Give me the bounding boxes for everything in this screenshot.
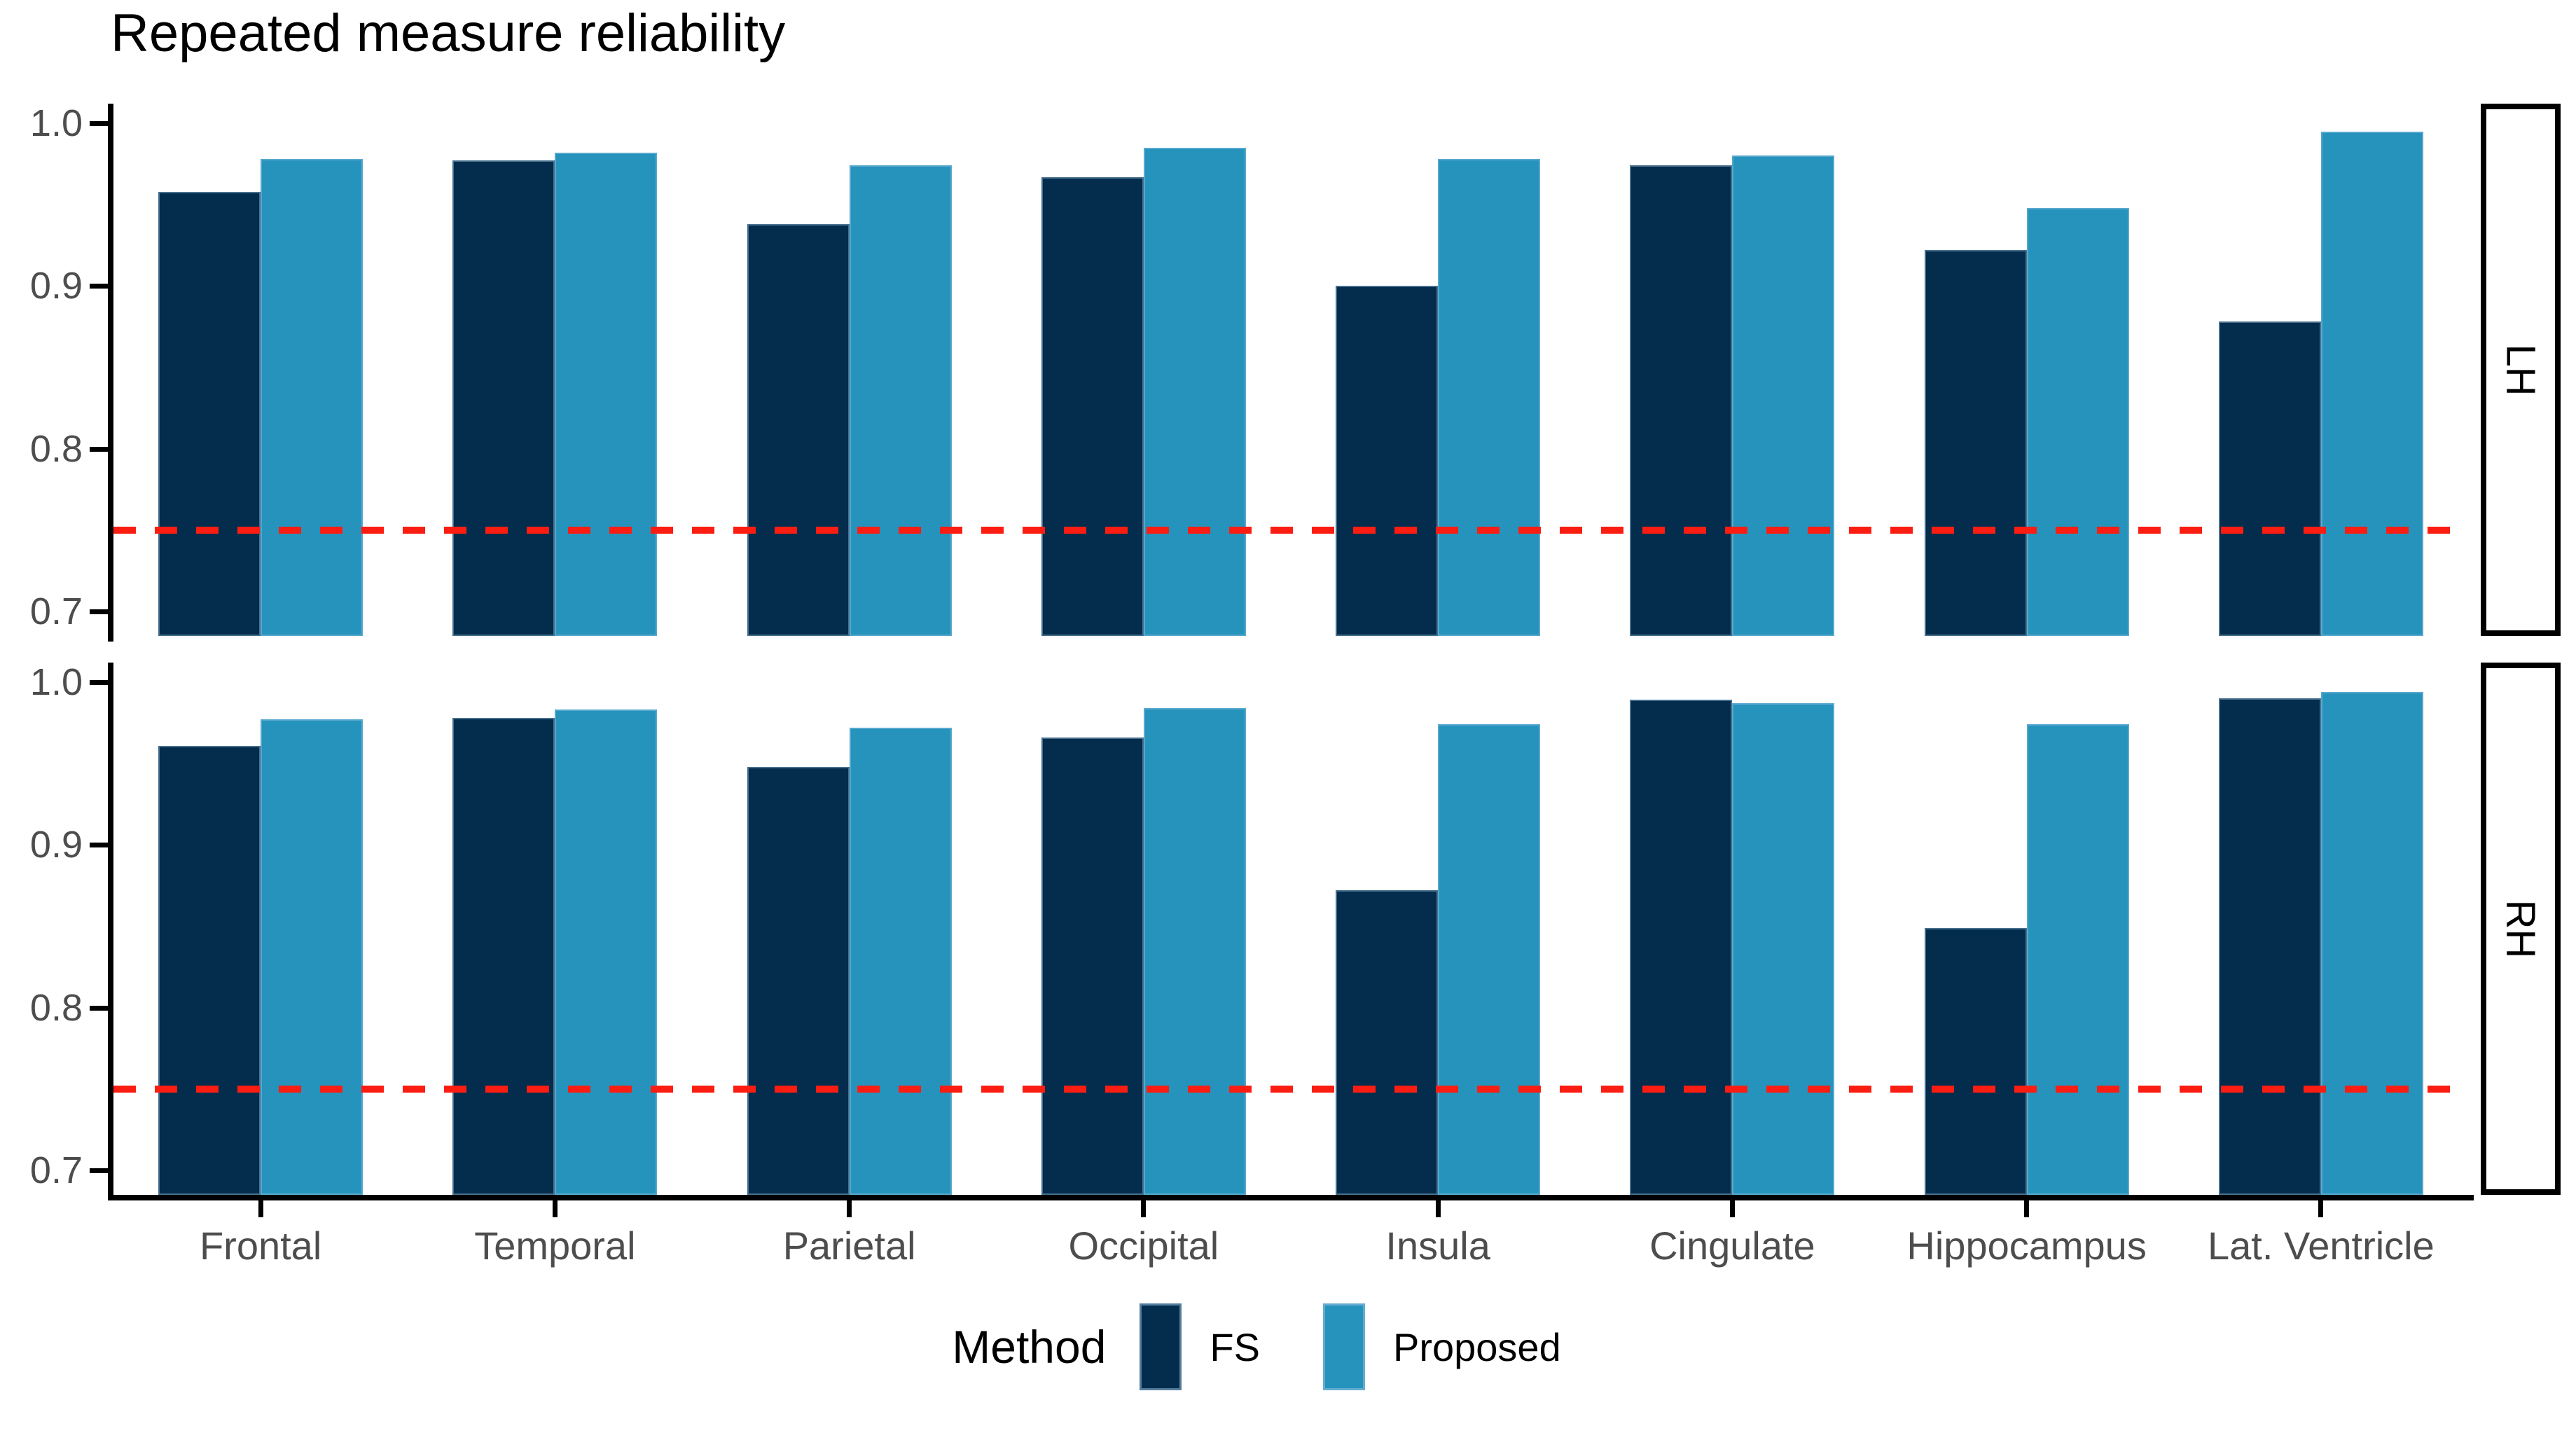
y-tick-mark [90, 843, 108, 848]
y-axis-line [108, 104, 113, 642]
bar-fs [2218, 321, 2321, 636]
bar-fs [1630, 165, 1733, 636]
bar-fs [452, 160, 555, 636]
bar-proposed [1438, 159, 1541, 636]
bar-fs [1924, 250, 2027, 636]
y-tick-label: 0.7 [29, 1149, 83, 1192]
x-tick-mark [1729, 1200, 1735, 1217]
facet-strip-label: LH [2498, 343, 2544, 396]
x-tick-mark [552, 1200, 558, 1217]
bar-fs [1336, 890, 1439, 1195]
y-tick-label: 1.0 [29, 660, 83, 703]
bar-fs [1041, 737, 1144, 1195]
bar-proposed [2026, 207, 2129, 636]
reference-line [113, 526, 2468, 534]
x-tick-mark [258, 1200, 263, 1217]
bar-fs [158, 191, 261, 636]
bar-proposed [849, 165, 952, 636]
bar-fs [1041, 176, 1144, 636]
legend-item-label: Proposed [1392, 1324, 1561, 1369]
bar-proposed [2320, 131, 2423, 636]
bar-fs [1630, 700, 1733, 1195]
y-tick-label: 0.8 [29, 986, 83, 1029]
x-tick-mark [2318, 1200, 2324, 1217]
legend-item-fs: FS [1140, 1303, 1260, 1390]
bar-proposed [555, 152, 658, 636]
facet-strip: LH [2481, 104, 2561, 636]
legend-swatch-proposed [1322, 1303, 1365, 1390]
bar-proposed [555, 709, 658, 1195]
y-tick-mark [90, 1005, 108, 1011]
y-tick-label: 0.8 [29, 427, 83, 470]
bar-proposed [2026, 724, 2129, 1195]
y-tick-mark [90, 446, 108, 452]
y-tick-label: 0.9 [29, 265, 83, 307]
y-axis-line [108, 663, 113, 1200]
bar-fs [452, 718, 555, 1195]
bar-proposed [849, 727, 952, 1195]
bar-proposed [261, 719, 363, 1195]
x-tick-label: Insula [1385, 1224, 1490, 1268]
bar-fs [2218, 698, 2321, 1195]
x-tick-mark [1435, 1200, 1441, 1217]
y-tick-label: 1.0 [29, 102, 83, 144]
x-tick-label: Temporal [474, 1224, 636, 1268]
y-tick-mark [90, 120, 108, 126]
legend: Method FS Proposed [0, 1294, 2576, 1399]
bar-fs [1336, 286, 1439, 636]
facet-strip: RH [2481, 663, 2561, 1195]
x-tick-mark [1141, 1200, 1147, 1217]
bar-fs [747, 766, 850, 1195]
x-tick-label: Frontal [199, 1224, 322, 1268]
x-tick-label: Parietal [782, 1224, 916, 1268]
bar-proposed [1143, 708, 1246, 1195]
y-tick-mark [90, 679, 108, 685]
x-tick-label: Cingulate [1649, 1224, 1815, 1268]
legend-title: Method [952, 1321, 1107, 1373]
facet-strip-label: RH [2498, 899, 2544, 958]
bar-fs [1924, 927, 2027, 1195]
x-tick-mark [847, 1200, 852, 1217]
legend-item-proposed: Proposed [1322, 1303, 1561, 1390]
x-tick-label: Lat. Ventricle [2208, 1224, 2435, 1268]
x-tick-label: Occipital [1068, 1224, 1219, 1268]
bar-fs [747, 223, 850, 636]
legend-item-label: FS [1210, 1324, 1260, 1369]
bar-proposed [1143, 147, 1246, 636]
reference-line [113, 1085, 2468, 1093]
chart-title: Repeated measure reliability [111, 4, 786, 63]
x-tick-mark [2024, 1200, 2030, 1217]
legend-items: FS Proposed [1140, 1303, 1623, 1390]
x-tick-label: Hippocampus [1906, 1224, 2147, 1268]
legend-swatch-fs [1140, 1303, 1182, 1390]
bar-proposed [1732, 155, 1835, 636]
bar-proposed [1438, 724, 1541, 1195]
y-tick-label: 0.7 [29, 590, 83, 633]
bar-fs [158, 745, 261, 1195]
bar-proposed [1732, 703, 1835, 1195]
y-tick-mark [90, 284, 108, 289]
x-axis-line [108, 1195, 2474, 1200]
y-tick-mark [90, 1168, 108, 1174]
y-tick-label: 0.9 [29, 824, 83, 866]
y-tick-mark [90, 609, 108, 615]
bar-proposed [261, 159, 363, 636]
bar-proposed [2320, 691, 2423, 1195]
